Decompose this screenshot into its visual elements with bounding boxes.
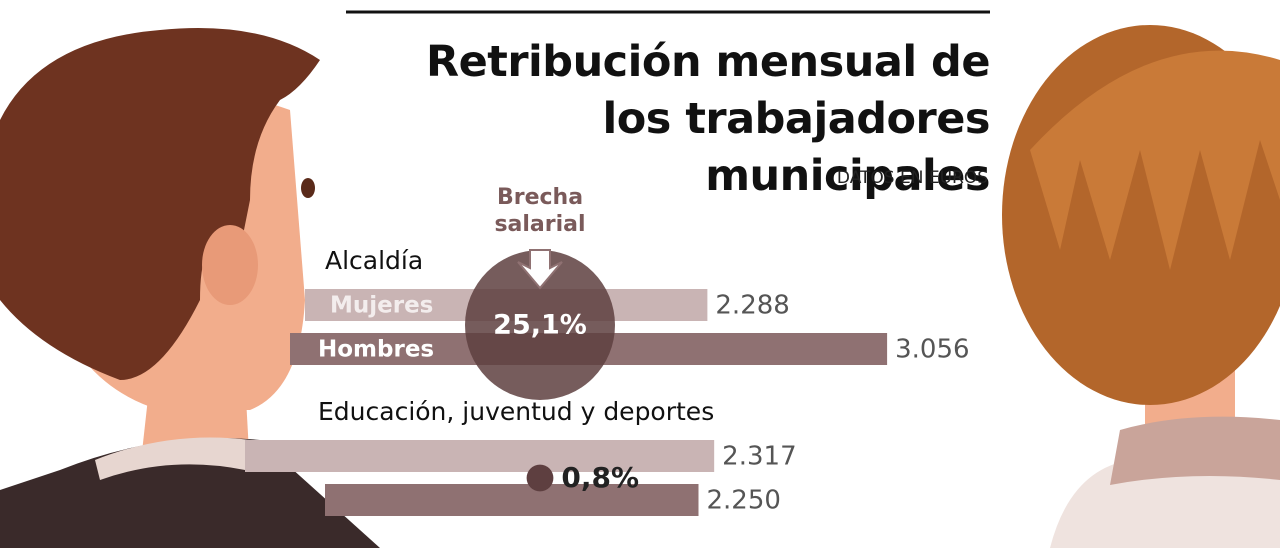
woman-scarf — [1110, 416, 1280, 485]
category-label: Educación, juventud y deportes — [318, 397, 714, 426]
value-label: 2.250 — [707, 486, 781, 516]
value-label: 2.317 — [722, 442, 796, 472]
bar — [325, 484, 699, 516]
bar — [245, 440, 715, 472]
category-label: Alcaldía — [325, 246, 423, 275]
man-ear — [202, 225, 258, 305]
gap-circle — [465, 250, 615, 400]
chart-subtitle: DATOS EN EUROS — [836, 168, 988, 188]
man-eye — [301, 178, 315, 198]
gap-label: 25,1% — [493, 310, 587, 341]
arrow — [517, 249, 563, 290]
value-label: 2.288 — [715, 291, 789, 321]
legend-label: Mujeres — [330, 293, 433, 319]
woman-hair-highlight — [1030, 50, 1280, 271]
man-hair — [0, 28, 320, 380]
man-illustration — [0, 28, 380, 548]
woman-illustration — [1002, 25, 1280, 548]
gap-circle — [526, 464, 554, 492]
value-label: 3.056 — [895, 335, 969, 365]
gap-label: 0,8% — [561, 461, 639, 494]
chart-title: Retribución mensual de los trabajadores … — [426, 37, 990, 201]
annotation: Brecha salarial — [494, 185, 586, 237]
legend-label: Hombres — [318, 337, 434, 363]
man-collar — [95, 437, 250, 480]
